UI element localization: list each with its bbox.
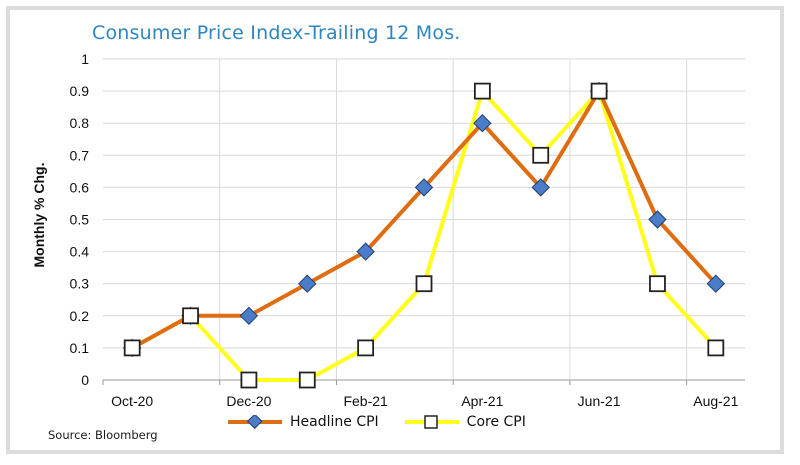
point-headline — [298, 274, 317, 293]
point-core — [590, 82, 608, 100]
legend-core-label: Core CPI — [466, 414, 526, 430]
y-tick-label: 0.8 — [70, 115, 90, 131]
point-headline — [706, 274, 726, 293]
point-core — [415, 275, 433, 293]
point-headline — [648, 210, 667, 229]
y-tick-label: 0.5 — [70, 212, 90, 228]
x-tick-label: Apr-21 — [461, 393, 503, 409]
point-core — [532, 146, 550, 164]
series-markers — [122, 81, 726, 389]
chart-frame — [6, 6, 784, 454]
legend-item-core: Core CPI — [403, 414, 526, 430]
point-core — [357, 339, 375, 357]
point-headline — [414, 178, 434, 197]
point-core — [473, 82, 491, 100]
point-core — [707, 339, 725, 357]
gridlines — [103, 58, 745, 380]
y-tick-label: 0.1 — [70, 340, 90, 356]
chart-title: Consumer Price Index-Trailing 12 Mos. — [92, 22, 461, 44]
x-tick-label: Dec-20 — [226, 393, 271, 409]
y-tick-label: 0.3 — [70, 276, 90, 292]
y-tick-label: 0.6 — [70, 179, 90, 195]
x-tick-label: Aug-21 — [693, 393, 738, 409]
source-note: Source: Bloomberg — [48, 428, 158, 442]
point-headline — [473, 114, 492, 133]
axes: 0 0.1 0.2 0.3 0.4 0.5 0.6 0.7 0.8 0.9 1 Oct-20 Dec-2… — [70, 51, 745, 409]
legend-item-headline: Headline CPI — [226, 414, 379, 430]
x-tick-label: Jun-21 — [578, 393, 621, 409]
point-headline — [239, 306, 259, 325]
y-tick-label: 0 — [81, 372, 89, 388]
legend: Headline CPI Core CPI — [226, 414, 526, 430]
legend-headline-swatch — [228, 415, 282, 429]
legend-core-swatch — [404, 415, 459, 429]
legend-headline-label: Headline CPI — [290, 414, 379, 430]
y-tick-label: 1 — [81, 51, 89, 67]
point-headline — [531, 178, 550, 197]
x-tick-label: Oct-20 — [111, 393, 153, 409]
point-core — [240, 371, 258, 389]
x-tick-label: Feb-21 — [343, 393, 388, 409]
y-tick-label: 0.4 — [70, 244, 90, 260]
point-core — [182, 307, 199, 325]
point-core — [123, 339, 141, 357]
point-core — [298, 371, 316, 389]
y-tick-label: 0.9 — [70, 83, 90, 99]
point-headline — [356, 242, 375, 261]
point-core — [649, 275, 666, 293]
y-axis-label: Monthly % Chg. — [31, 163, 47, 268]
y-tick-label: 0.7 — [70, 147, 90, 163]
y-tick-label: 0.2 — [70, 308, 90, 324]
